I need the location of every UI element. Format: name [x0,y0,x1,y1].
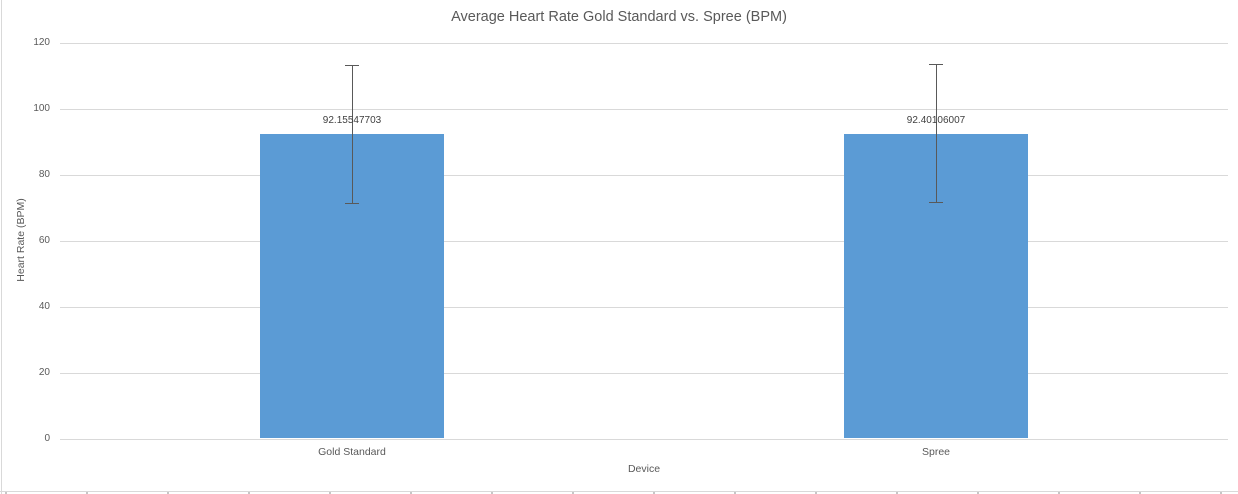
error-bar-cap-top [345,65,359,67]
y-axis-tick-label: 80 [38,168,50,180]
bar-data-label: 92.40106007 [906,114,966,126]
error-bar-line [352,65,353,203]
error-bar-cap-bottom [345,202,359,204]
error-bar-cap-bottom [929,202,943,204]
gridline-y-80 [60,174,1228,176]
x-axis-title: Device [627,463,661,475]
spreadsheet-column-gridline [1,0,2,494]
y-axis-tick-label: 100 [33,102,50,114]
bar-data-label: 92.15547703 [322,115,382,127]
gridline-y-20 [60,372,1228,374]
gridline-y-120 [60,42,1228,44]
y-axis-tick-label: 40 [38,300,50,312]
gridline-y-40 [60,306,1228,308]
error-bar-line [936,64,937,203]
spreadsheet-row-border [0,491,1238,494]
y-axis-tick-label: 120 [33,36,50,48]
x-axis-category-label: Gold Standard [318,445,386,458]
gridline-y-0 [60,438,1228,440]
y-axis-tick-label: 20 [38,366,50,378]
y-axis-tick-label: 60 [38,234,50,246]
y-axis-tick-label: 0 [44,432,50,444]
error-bar-cap-top [929,64,943,66]
gridline-y-100 [60,108,1228,110]
x-axis-category-label: Spree [921,445,951,458]
chart-title: Average Heart Rate Gold Standard vs. Spr… [451,9,787,25]
gridline-y-60 [60,240,1228,242]
